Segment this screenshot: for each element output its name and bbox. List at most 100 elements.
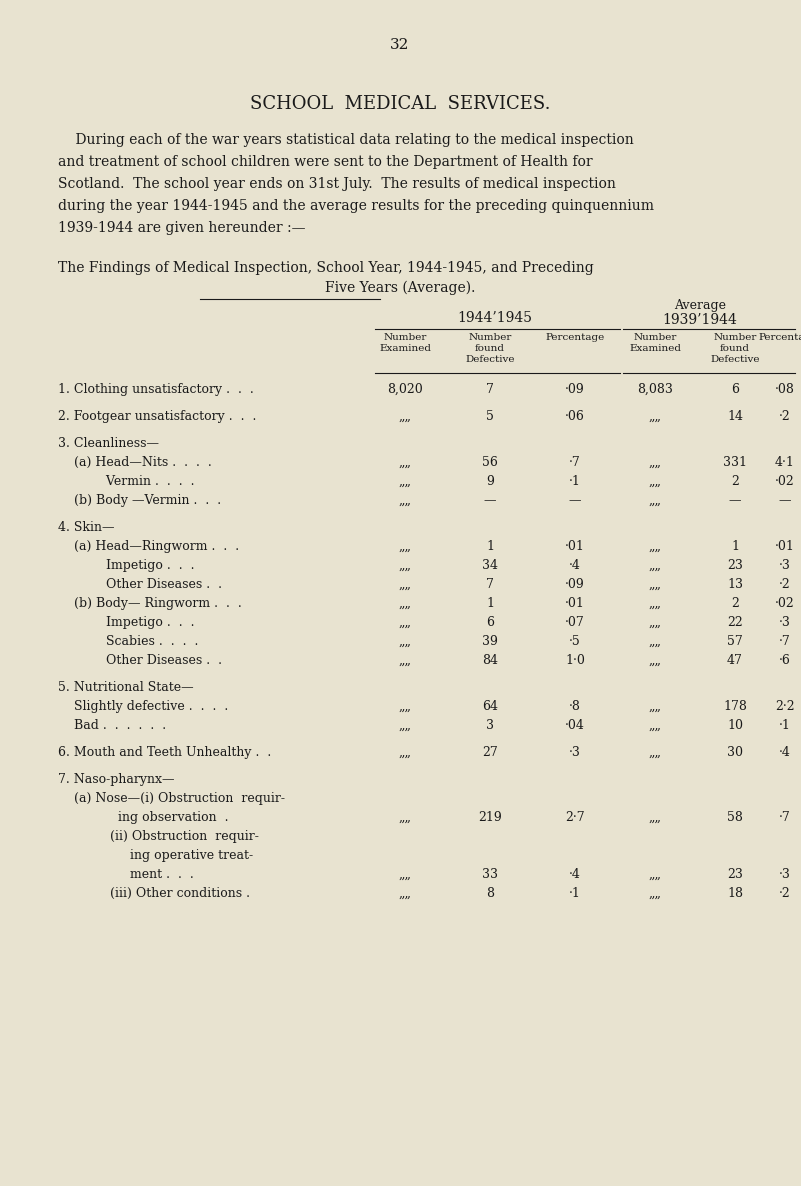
Text: „„: „„ (399, 559, 412, 572)
Text: Percentage: Percentage (545, 333, 605, 342)
Text: SCHOOL  MEDICAL  SERVICES.: SCHOOL MEDICAL SERVICES. (250, 95, 550, 113)
Text: ·3: ·3 (779, 616, 791, 629)
Text: ·5: ·5 (570, 635, 581, 648)
Text: (a) Head—Ringworm .  .  .: (a) Head—Ringworm . . . (58, 540, 239, 553)
Text: „„: „„ (649, 868, 662, 881)
Text: „„: „„ (649, 578, 662, 591)
Text: ·6: ·6 (779, 653, 791, 667)
Text: „„: „„ (399, 635, 412, 648)
Text: Defective: Defective (465, 355, 515, 364)
Text: 8,020: 8,020 (387, 383, 423, 396)
Text: „„: „„ (649, 887, 662, 900)
Text: „„: „„ (649, 495, 662, 506)
Text: „„: „„ (399, 653, 412, 667)
Text: ·09: ·09 (566, 383, 585, 396)
Text: Percentag: Percentag (759, 333, 801, 342)
Text: —: — (779, 495, 791, 506)
Text: ·7: ·7 (779, 635, 791, 648)
Text: „„: „„ (649, 719, 662, 732)
Text: „„: „„ (399, 455, 412, 468)
Text: 10: 10 (727, 719, 743, 732)
Text: (b) Body —Vermin .  .  .: (b) Body —Vermin . . . (58, 495, 221, 506)
Text: 4. Skin—: 4. Skin— (58, 521, 115, 534)
Text: The Findings of Medical Inspection, School Year, 1944-1945, and Preceding: The Findings of Medical Inspection, Scho… (58, 261, 594, 275)
Text: 7: 7 (486, 578, 494, 591)
Text: Defective: Defective (710, 355, 760, 364)
Text: 56: 56 (482, 455, 498, 468)
Text: ·4: ·4 (569, 559, 581, 572)
Text: „„: „„ (649, 476, 662, 487)
Text: ·2: ·2 (779, 887, 791, 900)
Text: „„: „„ (649, 746, 662, 759)
Text: (iii) Other conditions .: (iii) Other conditions . (58, 887, 250, 900)
Text: 5. Nutritional State—: 5. Nutritional State— (58, 681, 194, 694)
Text: 7: 7 (486, 383, 494, 396)
Text: 39: 39 (482, 635, 498, 648)
Text: (b) Body— Ringworm .  .  .: (b) Body— Ringworm . . . (58, 597, 242, 610)
Text: ·1: ·1 (569, 476, 581, 487)
Text: 1944’1945: 1944’1945 (457, 311, 533, 325)
Text: 2. Footgear unsatisfactory .  .  .: 2. Footgear unsatisfactory . . . (58, 410, 256, 423)
Text: ·02: ·02 (775, 597, 795, 610)
Text: 4·1: 4·1 (775, 455, 795, 468)
Text: found: found (720, 344, 750, 353)
Text: ·2: ·2 (779, 578, 791, 591)
Text: During each of the war years statistical data relating to the medical inspection: During each of the war years statistical… (58, 133, 634, 147)
Text: —: — (484, 495, 497, 506)
Text: 58: 58 (727, 811, 743, 824)
Text: 2: 2 (731, 476, 739, 487)
Text: „„: „„ (649, 410, 662, 423)
Text: 47: 47 (727, 653, 743, 667)
Text: and treatment of school children were sent to the Department of Health for: and treatment of school children were se… (58, 155, 593, 168)
Text: Number: Number (469, 333, 512, 342)
Text: 34: 34 (482, 559, 498, 572)
Text: ·07: ·07 (566, 616, 585, 629)
Text: Bad .  .  .  .  .  .: Bad . . . . . . (58, 719, 166, 732)
Text: ing operative treat-: ing operative treat- (58, 849, 253, 862)
Text: 57: 57 (727, 635, 743, 648)
Text: —: — (569, 495, 582, 506)
Text: 27: 27 (482, 746, 498, 759)
Text: 64: 64 (482, 700, 498, 713)
Text: 13: 13 (727, 578, 743, 591)
Text: „„: „„ (649, 616, 662, 629)
Text: during the year 1944-1945 and the average results for the preceding quinquennium: during the year 1944-1945 and the averag… (58, 199, 654, 213)
Text: Average: Average (674, 299, 726, 312)
Text: 1939-1944 are given hereunder :—: 1939-1944 are given hereunder :— (58, 221, 305, 235)
Text: „„: „„ (399, 597, 412, 610)
Text: Examined: Examined (629, 344, 681, 353)
Text: ·04: ·04 (565, 719, 585, 732)
Text: Impetigo .  .  .: Impetigo . . . (58, 559, 195, 572)
Text: 6. Mouth and Teeth Unhealthy .  .: 6. Mouth and Teeth Unhealthy . . (58, 746, 272, 759)
Text: ·7: ·7 (779, 811, 791, 824)
Text: 219: 219 (478, 811, 502, 824)
Text: 3: 3 (486, 719, 494, 732)
Text: 6: 6 (731, 383, 739, 396)
Text: „„: „„ (649, 811, 662, 824)
Text: 1939’1944: 1939’1944 (662, 313, 738, 327)
Text: ·08: ·08 (775, 383, 795, 396)
Text: 1: 1 (486, 540, 494, 553)
Text: Scabies .  .  .  .: Scabies . . . . (58, 635, 199, 648)
Text: found: found (475, 344, 505, 353)
Text: —: — (729, 495, 741, 506)
Text: 1: 1 (731, 540, 739, 553)
Text: ·01: ·01 (775, 540, 795, 553)
Text: Vermin .  .  .  .: Vermin . . . . (58, 476, 195, 487)
Text: 178: 178 (723, 700, 747, 713)
Text: „„: „„ (649, 559, 662, 572)
Text: „„: „„ (399, 410, 412, 423)
Text: ·7: ·7 (570, 455, 581, 468)
Text: ing observation  .: ing observation . (58, 811, 228, 824)
Text: 9: 9 (486, 476, 494, 487)
Text: (a) Head—Nits .  .  .  .: (a) Head—Nits . . . . (58, 455, 211, 468)
Text: Other Diseases .  .: Other Diseases . . (58, 578, 222, 591)
Text: ·3: ·3 (779, 868, 791, 881)
Text: „„: „„ (399, 578, 412, 591)
Text: Five Years (Average).: Five Years (Average). (325, 281, 475, 295)
Text: „„: „„ (399, 811, 412, 824)
Text: 1·0: 1·0 (565, 653, 585, 667)
Text: ·01: ·01 (565, 540, 585, 553)
Text: ·1: ·1 (779, 719, 791, 732)
Text: Number: Number (384, 333, 427, 342)
